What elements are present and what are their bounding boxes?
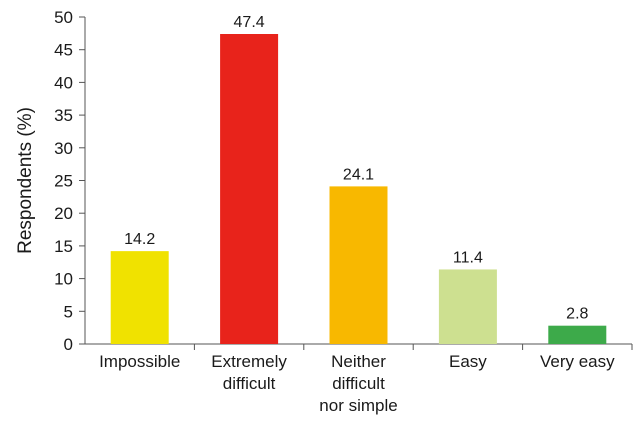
category-label-line: Easy xyxy=(449,352,487,371)
y-tick-label: 50 xyxy=(54,8,73,27)
category-labels: Impossible Extremely difficult Neither diffi… xyxy=(99,344,633,415)
category-label: Easy xyxy=(449,352,487,371)
category-label-line: Neither xyxy=(331,352,386,371)
category-label-line: difficult xyxy=(332,374,385,393)
y-tick-label: 15 xyxy=(54,237,73,256)
category-label-line: Impossible xyxy=(99,352,180,371)
y-tick-label: 0 xyxy=(64,335,73,354)
bar-value-label: 2.8 xyxy=(566,306,588,323)
data-labels: 14.2 47.4 24.1 11.4 2.8 xyxy=(124,14,588,323)
bars xyxy=(110,34,607,345)
category-label: Neither difficult nor simple xyxy=(319,352,397,415)
bar xyxy=(329,186,388,344)
bar-value-label: 11.4 xyxy=(453,249,483,266)
category-label: Extremely difficult xyxy=(211,352,287,393)
bar xyxy=(110,251,169,344)
y-axis-title: Respondents (%) xyxy=(15,107,36,254)
category-label-line: nor simple xyxy=(319,396,397,415)
bar xyxy=(438,269,497,344)
y-tick-label: 20 xyxy=(54,204,73,223)
y-tick-label: 25 xyxy=(54,172,73,191)
bar-value-label: 14.2 xyxy=(124,231,155,248)
bar-value-label: 47.4 xyxy=(234,14,265,31)
y-tick-label: 5 xyxy=(64,302,73,321)
category-label-line: Extremely xyxy=(211,352,287,371)
category-label-line: Very easy xyxy=(540,352,615,371)
category-label: Very easy xyxy=(540,352,615,371)
y-tick-label: 10 xyxy=(54,270,73,289)
y-tick-label: 40 xyxy=(54,73,73,92)
category-label-line: difficult xyxy=(223,374,276,393)
y-ticks: 0 5 10 15 20 25 30 35 40 45 50 xyxy=(54,8,85,354)
bar xyxy=(548,325,607,344)
y-tick-label: 30 xyxy=(54,139,73,158)
y-tick-label: 35 xyxy=(54,106,73,125)
bar xyxy=(220,34,279,345)
y-tick-label: 45 xyxy=(54,41,73,60)
bar-value-label: 24.1 xyxy=(343,166,374,183)
category-label: Impossible xyxy=(99,352,180,371)
